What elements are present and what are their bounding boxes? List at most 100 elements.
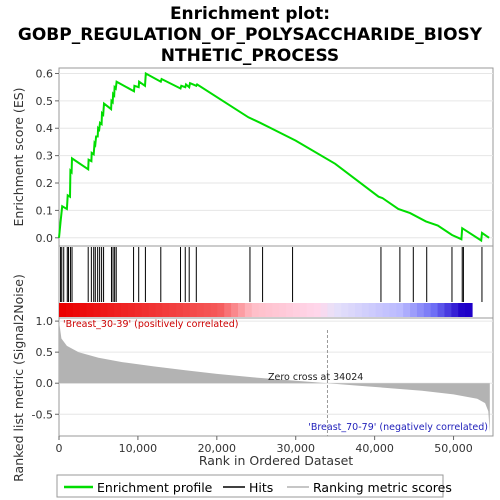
rank-gradient-bar <box>59 303 473 317</box>
gradient-segment <box>348 303 356 317</box>
gradient-segment <box>237 303 246 317</box>
gradient-segment <box>176 303 184 317</box>
gradient-segment <box>410 303 418 317</box>
gradient-segment <box>320 303 329 317</box>
legend-es-label: Enrichment profile <box>97 480 213 495</box>
gradient-segment <box>279 303 287 317</box>
hits-panel <box>58 245 494 319</box>
es-tick-label: 0.3 <box>36 150 54 163</box>
title-line-3: NTHETIC_PROCESS <box>161 46 339 66</box>
gradient-segment <box>100 303 108 317</box>
legend-hits-label: Hits <box>249 480 273 495</box>
gradient-segment <box>327 303 335 317</box>
gradient-segment <box>375 303 384 317</box>
metric-panel: 1.0 0.5 0.0 -0.5 0 10,000 20,000 30,000 40,000 5… <box>11 274 494 482</box>
gradient-segment <box>182 303 191 317</box>
metric-area <box>59 321 490 433</box>
es-grid <box>59 72 493 239</box>
gradient-segment <box>465 303 473 317</box>
gradient-segment <box>251 303 260 317</box>
x-tick-label: 50,000 <box>434 442 473 455</box>
gradient-segment <box>231 303 239 317</box>
zero-cross-annotation: Zero cross at 34024 <box>268 372 363 383</box>
gradient-segment <box>430 303 439 317</box>
es-line <box>58 71 490 243</box>
gradient-segment <box>341 303 349 317</box>
es-y-axis-label: Enrichment score (ES) <box>11 87 26 226</box>
gradient-segment <box>203 303 212 317</box>
gradient-segment <box>444 303 452 317</box>
es-tick-label: 0.2 <box>36 177 54 190</box>
gradient-segment <box>86 303 95 317</box>
es-tick-label: 0.5 <box>36 95 54 108</box>
gradient-segment <box>299 303 308 317</box>
gradient-segment <box>196 303 205 317</box>
gradient-segment <box>423 303 432 317</box>
title-line-1: Enrichment plot: <box>170 4 330 24</box>
x-tick-label: 40,000 <box>355 442 394 455</box>
legend-metric-label: Ranking metric scores <box>313 480 452 495</box>
gradient-segment <box>416 303 425 317</box>
gradient-segment <box>368 303 377 317</box>
legend: Enrichment profile Hits Ranking metric s… <box>56 474 452 498</box>
x-ticks: 0 10,000 20,000 30,000 40,000 50,000 <box>56 436 473 455</box>
gradient-segment <box>155 303 163 317</box>
hit-lines <box>60 247 483 302</box>
metric-tick-label: 0.5 <box>36 346 54 359</box>
title-line-2: GOBP_REGULATION_OF_POLYSACCHARIDE_BIOSY <box>18 25 483 45</box>
es-tick-label: 0.1 <box>36 204 54 217</box>
gradient-segment <box>258 303 267 317</box>
gradient-segment <box>114 303 122 317</box>
gradient-segment <box>286 303 294 317</box>
es-tick-label: 0.0 <box>36 232 54 245</box>
gradient-segment <box>120 303 129 317</box>
gradient-segment <box>79 303 88 317</box>
gradient-segment <box>107 303 115 317</box>
gradient-segment <box>396 303 404 317</box>
es-y-ticks: 0.0 0.1 0.2 0.3 0.4 0.5 0.6 <box>36 67 59 245</box>
gradient-segment <box>313 303 322 317</box>
gradient-segment <box>403 303 411 317</box>
metric-tick-label: 0.0 <box>36 377 54 390</box>
metric-y-axis-label: Ranked list metric (Signal2Noise) <box>11 274 26 482</box>
x-axis-label: Rank in Ordered Dataset <box>199 453 353 468</box>
metric-tick-label: 1.0 <box>36 315 54 328</box>
gradient-segment <box>189 303 198 317</box>
gradient-segment <box>224 303 232 317</box>
gradient-segment <box>451 303 459 317</box>
x-tick-label: 0 <box>56 442 63 455</box>
negative-annotation: 'Breast_70-79' (negatively correlated) <box>308 422 488 433</box>
gradient-segment <box>93 303 101 317</box>
metric-y-ticks: 1.0 0.5 0.0 -0.5 <box>32 315 59 421</box>
gradient-segment <box>162 303 170 317</box>
gradient-segment <box>382 303 390 317</box>
gradient-segment <box>148 303 156 317</box>
gradient-segment <box>354 303 363 317</box>
metric-tick-label: -0.5 <box>32 408 53 421</box>
gradient-segment <box>265 303 273 317</box>
x-tick-label: 10,000 <box>119 442 158 455</box>
gradient-segment <box>389 303 397 317</box>
es-tick-label: 0.4 <box>36 122 54 135</box>
gradient-segment <box>72 303 81 317</box>
gradient-segment <box>437 303 446 317</box>
gradient-segment <box>361 303 370 317</box>
gradient-segment <box>127 303 136 317</box>
es-tick-label: 0.6 <box>36 67 54 80</box>
gradient-segment <box>141 303 150 317</box>
gradient-segment <box>293 303 301 317</box>
x-tick-label: 30,000 <box>276 442 315 455</box>
positive-annotation: 'Breast_30-39' (positively correlated) <box>63 319 239 330</box>
x-tick-label: 20,000 <box>198 442 237 455</box>
gradient-segment <box>210 303 218 317</box>
gradient-segment <box>334 303 342 317</box>
gradient-segment <box>134 303 143 317</box>
gradient-segment <box>65 303 74 317</box>
gradient-segment <box>458 303 466 317</box>
gradient-segment <box>272 303 280 317</box>
gradient-segment <box>217 303 225 317</box>
es-plot-frame <box>58 67 494 247</box>
gradient-segment <box>306 303 315 317</box>
legend-frame <box>56 474 444 498</box>
